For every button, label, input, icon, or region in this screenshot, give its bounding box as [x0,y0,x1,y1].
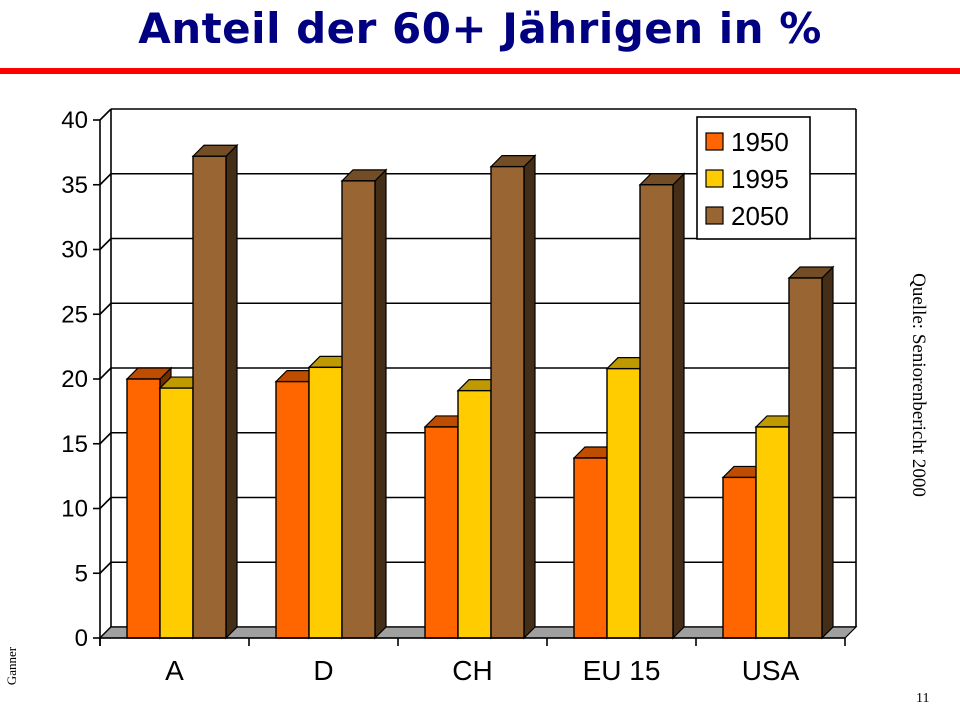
legend-label: 2050 [731,201,789,231]
slide-title: Anteil der 60+ Jährigen in % [138,4,822,53]
y-tick-label: 25 [61,301,88,328]
bar [489,154,537,640]
bar-side-face [374,168,387,640]
bar-front-face [755,426,790,639]
bar-front-face [341,180,376,639]
x-category-label: EU 15 [583,655,661,686]
bar-front-face [275,380,310,639]
y-tick-label: 20 [61,366,88,393]
bar-front-face [606,367,641,639]
legend-swatch [705,206,724,225]
y-tick-label: 40 [61,107,88,134]
author-note: Ganner [4,646,19,686]
bar [340,168,388,640]
page-number: 11 [916,691,930,706]
legend-swatch [705,132,724,151]
chart-bars [125,143,835,640]
x-category-label: A [165,655,184,686]
legend-label: 1950 [731,127,789,157]
gridline-depth [99,108,112,121]
gridline-depth [99,561,112,574]
bar-front-face [308,366,343,639]
chart-axes [93,119,846,646]
bar-front-face [159,387,194,639]
title-rule [0,68,960,74]
bar [787,265,835,640]
bar-front-face [126,378,161,639]
bar-side-face [821,265,834,640]
gridline-depth [99,432,112,445]
bar-front-face [639,184,674,639]
bar-front-face [490,165,525,639]
bar-front-face [573,457,608,639]
legend-label: 1995 [731,164,789,194]
gridline-depth [99,237,112,251]
bar-side-face [523,154,536,640]
y-tick-label: 35 [61,172,88,199]
gridline-depth [99,302,112,315]
chart-tick-labels: 0 5 10 15 20 25 30 35 40 A D CH EU 15 USA [61,107,799,686]
y-tick-label: 30 [61,237,88,264]
x-category-label: D [313,655,333,686]
x-category-label: USA [742,655,800,686]
y-tick-label: 15 [61,431,88,458]
bar-side-face [225,143,238,640]
y-tick-label: 0 [75,625,88,652]
legend-swatch [705,169,724,188]
bar-front-face [788,277,823,639]
gridline-depth [99,173,112,186]
gridline-depth [99,367,112,380]
bar-front-face [192,155,227,639]
bar [191,143,239,640]
bar [638,172,686,640]
bar-side-face [672,172,685,640]
y-tick-label: 5 [75,560,88,587]
gridline-depth [99,496,112,510]
bar-front-face [722,476,757,639]
chart-legend: 1950 1995 2050 [696,116,811,240]
y-tick-label: 10 [61,496,88,523]
x-category-label: CH [452,655,492,686]
bar-front-face [424,426,459,639]
bar-front-face [457,389,492,639]
source-note: Quelle: Seniorenbericht 2000 [908,273,929,497]
